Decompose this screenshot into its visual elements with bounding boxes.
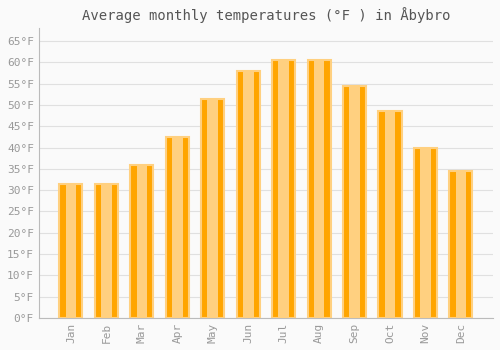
Bar	[172, 137, 182, 318]
Bar	[208, 99, 218, 318]
Bar	[243, 71, 254, 318]
Bar	[272, 60, 295, 318]
Bar	[308, 60, 330, 318]
Bar	[166, 137, 189, 318]
Bar	[420, 147, 431, 318]
Bar	[95, 184, 118, 318]
Bar	[314, 60, 324, 318]
Bar	[130, 164, 154, 318]
Bar	[136, 164, 147, 318]
Bar	[201, 99, 224, 318]
Bar	[414, 147, 437, 318]
Bar	[278, 60, 289, 318]
Bar	[349, 86, 360, 318]
Bar	[384, 111, 396, 318]
Bar	[101, 184, 112, 318]
Bar	[343, 86, 366, 318]
Bar	[378, 111, 402, 318]
Bar	[450, 171, 472, 318]
Title: Average monthly temperatures (°F ) in Åbybro: Average monthly temperatures (°F ) in Åb…	[82, 7, 450, 23]
Bar	[66, 184, 76, 318]
Bar	[236, 71, 260, 318]
Bar	[456, 171, 466, 318]
Bar	[60, 184, 82, 318]
